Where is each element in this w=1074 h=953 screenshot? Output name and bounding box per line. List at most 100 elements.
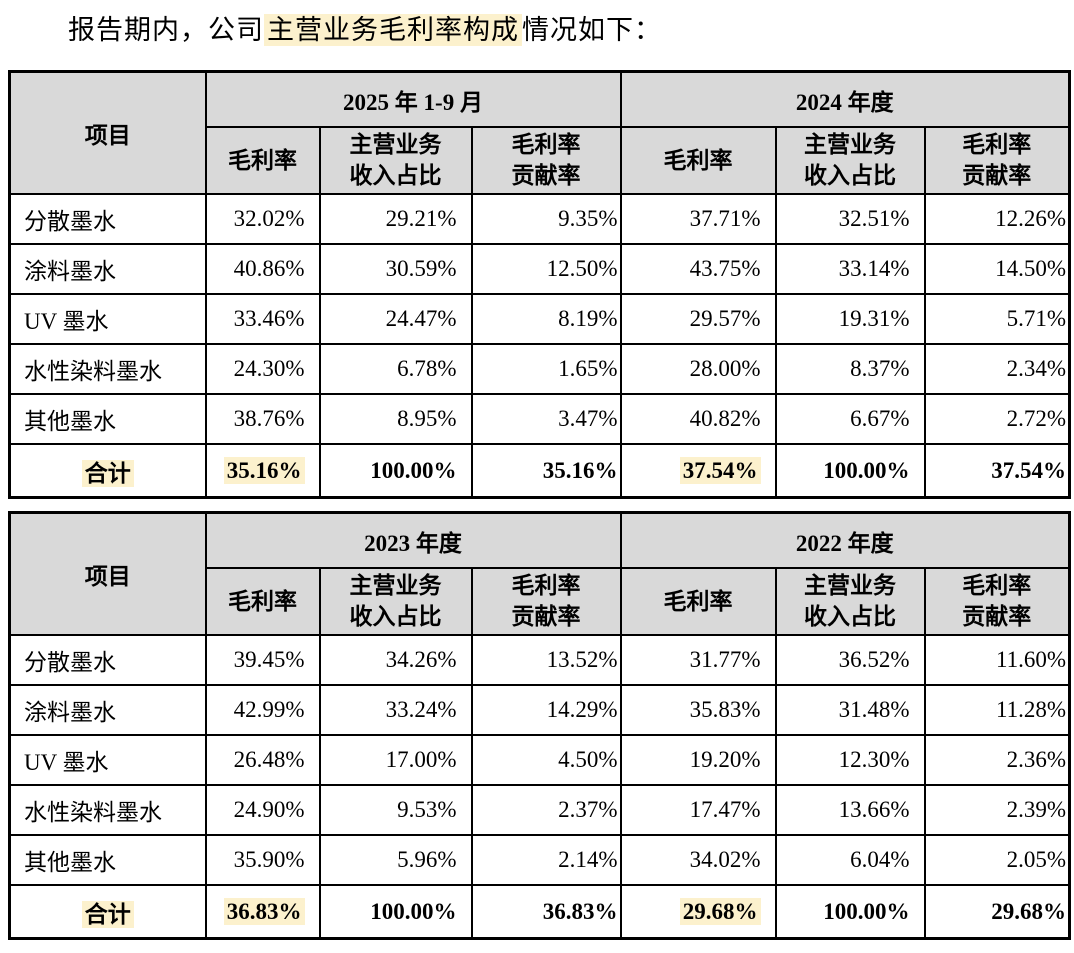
column-header-gross-margin: 毛利率 [204, 125, 321, 195]
table-cell: 2.72% [923, 392, 1071, 445]
total-label-cell: 合计 [8, 883, 207, 940]
header-row-metrics: 毛利率 主营业务 收入占比 毛利率 贡献率 毛利率 主营业务 收入占比 毛利率 … [10, 125, 1071, 195]
row-label: 水性染料墨水 [8, 783, 207, 836]
total-value: 36.83% [223, 897, 305, 925]
column-header-item: 项目 [8, 511, 207, 636]
total-cell: 35.16% [470, 442, 622, 499]
gross-margin-table-2025-2024: 项目 2025 年 1-9 月 2024 年度 毛利率 主营业务 收入占比 毛利… [8, 70, 1072, 500]
total-value: 35.16% [223, 456, 305, 484]
table-cell: 37.71% [619, 192, 777, 245]
row-label: 分散墨水 [8, 192, 207, 245]
column-header-gross-margin: 毛利率 [619, 566, 777, 636]
table-cell: 17.47% [619, 783, 777, 836]
table-cell: 40.86% [204, 242, 321, 295]
column-header-margin-contribution: 毛利率 贡献率 [923, 566, 1071, 636]
total-cell: 36.83% [470, 883, 622, 940]
row-label: 其他墨水 [8, 392, 207, 445]
table-cell: 12.26% [923, 192, 1071, 245]
table-cell: 19.20% [619, 733, 777, 786]
header-row-periods: 项目 2023 年度 2022 年度 [8, 511, 1071, 636]
row-label: 其他墨水 [8, 833, 207, 886]
table-cell: 9.35% [470, 192, 622, 245]
column-header-gross-margin: 毛利率 [619, 125, 777, 195]
table-cell: 2.14% [470, 833, 622, 886]
total-cell-highlighted: 35.16% [204, 442, 321, 499]
total-cell: 29.68% [923, 883, 1071, 940]
table-cell: 35.90% [204, 833, 321, 886]
table-cell: 12.50% [470, 242, 622, 295]
total-label: 合计 [81, 900, 134, 928]
table-cell: 11.28% [923, 683, 1071, 736]
column-header-revenue-share: 主营业务 收入占比 [774, 125, 926, 195]
table-cell: 40.82% [619, 392, 777, 445]
table-cell: 2.39% [923, 783, 1071, 836]
period-header-2023: 2023 年度 [204, 511, 622, 569]
table-cell: 6.78% [318, 342, 473, 395]
table-cell: 34.26% [318, 633, 473, 686]
table-cell: 5.96% [318, 833, 473, 886]
table-cell: 19.31% [774, 292, 926, 345]
table-cell: 12.30% [774, 733, 926, 786]
table-row-other-ink: 其他墨水 38.76% 8.95% 3.47% 40.82% 6.67% 2.7… [8, 392, 1071, 445]
table-row-disperse-ink: 分散墨水 39.45% 34.26% 13.52% 31.77% 36.52% … [8, 633, 1071, 686]
table-cell: 17.00% [318, 733, 473, 786]
table-row-uv-ink: UV 墨水 33.46% 24.47% 8.19% 29.57% 19.31% … [8, 292, 1071, 345]
period-header-2024: 2024 年度 [619, 70, 1071, 128]
total-label: 合计 [81, 459, 134, 487]
table-cell: 38.76% [204, 392, 321, 445]
table-row-disperse-ink: 分散墨水 32.02% 29.21% 9.35% 37.71% 32.51% 1… [8, 192, 1071, 245]
table-cell: 34.02% [619, 833, 777, 886]
column-header-revenue-share: 主营业务 收入占比 [774, 566, 926, 636]
column-header-gross-margin: 毛利率 [204, 566, 321, 636]
header-row-metrics: 毛利率 主营业务 收入占比 毛利率 贡献率 毛利率 主营业务 收入占比 毛利率 … [10, 566, 1071, 636]
table-cell: 11.60% [923, 633, 1071, 686]
total-cell-highlighted: 37.54% [619, 442, 777, 499]
table-cell: 14.29% [470, 683, 622, 736]
table-cell: 8.19% [470, 292, 622, 345]
total-cell-highlighted: 29.68% [619, 883, 777, 940]
table-cell: 2.05% [923, 833, 1071, 886]
table-cell: 35.83% [619, 683, 777, 736]
column-header-margin-contribution: 毛利率 贡献率 [470, 125, 622, 195]
total-cell: 100.00% [318, 883, 473, 940]
row-label: UV 墨水 [8, 292, 207, 345]
table-cell: 3.47% [470, 392, 622, 445]
column-header-margin-contribution: 毛利率 贡献率 [923, 125, 1071, 195]
table-cell: 26.48% [204, 733, 321, 786]
table-row-total: 合计 36.83% 100.00% 36.83% 29.68% 100.00% … [8, 883, 1071, 940]
period-header-2025: 2025 年 1-9 月 [204, 70, 622, 128]
table-row-coating-ink: 涂料墨水 42.99% 33.24% 14.29% 35.83% 31.48% … [8, 683, 1071, 736]
column-header-revenue-share: 主营业务 收入占比 [318, 125, 473, 195]
table-cell: 9.53% [318, 783, 473, 836]
total-label-cell: 合计 [8, 442, 207, 499]
total-cell: 100.00% [774, 442, 926, 499]
table-cell: 13.52% [470, 633, 622, 686]
title-prefix: 报告期内，公司 [68, 15, 264, 45]
table-cell: 8.95% [318, 392, 473, 445]
column-header-margin-contribution: 毛利率 贡献率 [470, 566, 622, 636]
table-cell: 39.45% [204, 633, 321, 686]
table-row-other-ink: 其他墨水 35.90% 5.96% 2.14% 34.02% 6.04% 2.0… [8, 833, 1071, 886]
table-cell: 24.90% [204, 783, 321, 836]
total-value: 37.54% [679, 456, 761, 484]
total-value: 29.68% [679, 897, 761, 925]
period-header-2022: 2022 年度 [619, 511, 1071, 569]
table-cell: 33.24% [318, 683, 473, 736]
table-cell: 42.99% [204, 683, 321, 736]
table-cell: 6.04% [774, 833, 926, 886]
table-cell: 14.50% [923, 242, 1071, 295]
table-cell: 31.77% [619, 633, 777, 686]
total-cell: 100.00% [774, 883, 926, 940]
title-highlighted-text: 主营业务毛利率构成 [264, 14, 522, 46]
title-suffix: 情况如下： [522, 15, 662, 45]
row-label: 涂料墨水 [8, 242, 207, 295]
paragraph-title: 报告期内，公司 主营业务毛利率构成 情况如下： [8, 12, 1068, 48]
table-cell: 8.37% [774, 342, 926, 395]
total-cell: 37.54% [923, 442, 1071, 499]
table-cell: 24.47% [318, 292, 473, 345]
column-header-item: 项目 [8, 70, 207, 195]
gross-margin-table-2023-2022: 项目 2023 年度 2022 年度 毛利率 主营业务 收入占比 毛利率 贡献率… [8, 511, 1072, 941]
table-cell: 32.51% [774, 192, 926, 245]
table-cell: 1.65% [470, 342, 622, 395]
